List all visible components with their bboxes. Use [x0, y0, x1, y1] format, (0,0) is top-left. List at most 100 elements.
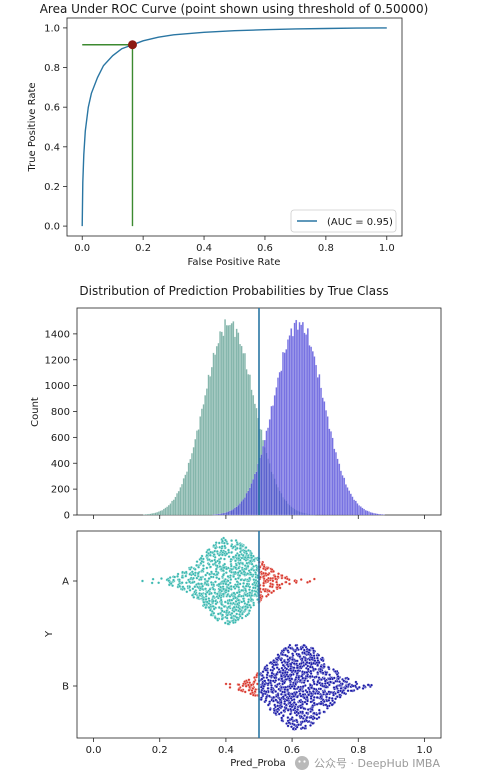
hist-bar — [263, 439, 266, 516]
swarm-point — [222, 541, 226, 545]
swarm-point — [238, 569, 242, 573]
swarm-point — [264, 668, 268, 672]
swarm-point — [342, 679, 346, 683]
swarm-point — [228, 594, 232, 598]
swarm-point — [188, 572, 192, 576]
hist-bar — [308, 345, 311, 516]
swarm-point — [233, 570, 237, 574]
swarm-point — [322, 665, 326, 669]
hist-bar — [227, 511, 230, 516]
swarm-point — [177, 578, 181, 582]
swarm-point — [229, 601, 233, 605]
swarm-point — [277, 712, 281, 716]
hist-bar — [212, 514, 215, 516]
hist-bar — [172, 499, 175, 516]
swarm-point — [260, 562, 264, 566]
hist-bar — [272, 405, 275, 516]
swarm-point — [327, 696, 331, 700]
swarm-point — [242, 572, 246, 576]
swarm-point — [262, 684, 266, 688]
hist-bar — [237, 332, 240, 516]
swarm-point — [274, 690, 278, 693]
swarm-point — [308, 579, 312, 583]
swarm-point — [254, 590, 258, 593]
swarm-point — [294, 643, 298, 647]
roc-threshold-point — [127, 40, 137, 50]
hist-bar — [245, 492, 248, 516]
swarm-point — [244, 584, 248, 588]
swarm-point — [297, 652, 301, 656]
swarm-point — [269, 688, 273, 691]
histogram-chart: Distribution of Prediction Probabilities… — [30, 284, 442, 522]
swarm-point — [225, 609, 229, 613]
hist-bar — [310, 346, 313, 516]
swarm-point — [295, 725, 299, 729]
swarm-point — [173, 575, 177, 579]
swarm-point — [319, 687, 323, 691]
swarm-point — [225, 613, 229, 617]
swarm-point — [184, 581, 188, 585]
swarm-point — [304, 724, 307, 728]
roc-legend: (AUC = 0.95) — [290, 209, 397, 233]
swarm-point — [168, 576, 172, 579]
hist-bar — [277, 377, 279, 516]
hist-y-tick-label: 200 — [51, 485, 70, 496]
swarm-point — [275, 685, 279, 689]
swarm-point — [191, 581, 195, 584]
swarm-point — [326, 681, 330, 685]
swarm-point — [272, 589, 276, 593]
swarm-point — [238, 610, 242, 614]
swarm-point — [311, 689, 315, 693]
swarm-point — [252, 680, 256, 684]
hist-bar — [323, 401, 326, 516]
swarm-point — [239, 578, 243, 582]
swarm-point — [292, 666, 296, 670]
hist-bar — [303, 332, 306, 516]
swarm-point — [267, 589, 271, 593]
swarm-point — [253, 581, 256, 585]
swarm-point — [259, 690, 263, 694]
swarm-point — [209, 575, 213, 579]
swarm-point — [309, 716, 313, 719]
swarm-point — [195, 563, 199, 567]
swarm-point — [243, 607, 247, 611]
swarm-point — [232, 591, 236, 595]
swarm-point — [318, 711, 322, 715]
hist-bar — [252, 479, 255, 516]
swarm-point — [280, 661, 284, 664]
swarm-point — [314, 675, 318, 679]
swarm-point — [248, 591, 252, 595]
swarm-point — [248, 559, 252, 563]
swarm-point — [212, 553, 216, 556]
swarm-point — [281, 695, 285, 699]
swarm-point — [273, 703, 277, 707]
swarm-point — [189, 565, 193, 569]
swarm-point — [293, 649, 297, 653]
swarm-point — [225, 552, 229, 556]
swarm-point — [205, 583, 209, 586]
hist-bar — [361, 507, 364, 516]
swarm-point — [276, 704, 280, 708]
hist-bar — [300, 324, 303, 516]
swarm-point — [309, 700, 313, 704]
swarm-point — [246, 564, 250, 568]
hist-bar — [179, 487, 182, 516]
swarm-point — [188, 580, 191, 584]
swarm-point — [226, 622, 230, 626]
swarm-point — [323, 679, 327, 683]
swarm-point — [237, 557, 241, 560]
swarm-point — [246, 600, 250, 604]
hist-bar — [298, 322, 301, 516]
swarm-point — [207, 558, 211, 562]
swarm-point — [269, 577, 273, 580]
swarm-point — [312, 711, 316, 715]
swarm-point — [333, 670, 337, 673]
swarm-point — [249, 605, 253, 609]
swarm-point — [284, 685, 288, 689]
hist-bar — [177, 490, 180, 516]
swarm-point — [327, 690, 331, 694]
hist-bar — [214, 514, 217, 516]
swarm-point — [339, 686, 343, 690]
swarm-point — [237, 683, 241, 687]
swarm-point — [314, 667, 317, 671]
